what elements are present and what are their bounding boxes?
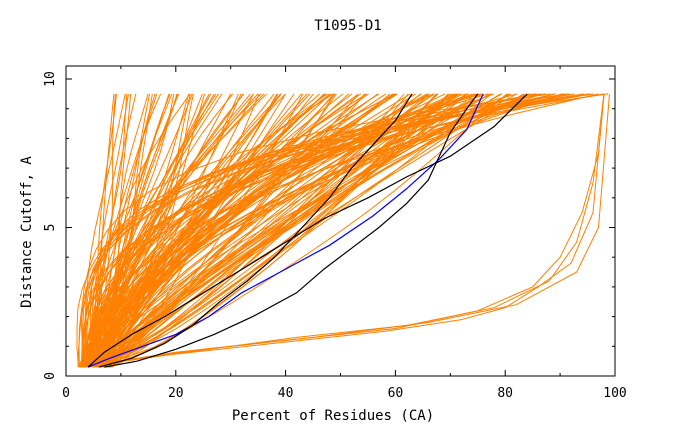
model-series-line: [84, 93, 458, 368]
highlight-black-line: [98, 93, 413, 368]
x-tick-label: 0: [62, 386, 70, 401]
model-series-line: [100, 93, 492, 368]
model-series-line: [77, 93, 575, 368]
x-tick-label: 100: [603, 386, 626, 401]
model-series-line: [88, 93, 501, 368]
plot-lines-group: [76, 93, 610, 368]
model-series-line: [101, 93, 359, 368]
model-series-line: [76, 93, 591, 368]
model-series-line: [80, 93, 281, 368]
model-series-line: [98, 93, 508, 368]
model-series-line: [83, 93, 571, 368]
y-axis-ticks: 0 5 10: [43, 71, 615, 380]
highlight-blue-line: [87, 93, 484, 368]
model-series-line: [95, 93, 542, 368]
model-series-line: [81, 93, 556, 368]
x-tick-label: 80: [497, 386, 513, 401]
highlight-lines-group: [87, 93, 528, 368]
model-series-line: [88, 93, 568, 368]
model-series-line: [111, 93, 391, 368]
model-series-line: [79, 93, 605, 368]
model-series-line: [108, 93, 286, 368]
x-axis-title: Percent of Residues (CA): [232, 408, 434, 424]
model-series-line: [90, 93, 524, 368]
x-tick-label: 20: [168, 386, 184, 401]
x-tick-label: 60: [388, 386, 404, 401]
model-series-line: [79, 93, 610, 368]
model-series-line: [91, 93, 530, 368]
model-series-line: [106, 93, 492, 368]
model-series-line: [99, 93, 335, 368]
model-series-line: [101, 93, 245, 368]
chart-title: T1095-D1: [314, 18, 381, 34]
highlight-black-line: [87, 93, 528, 368]
y-tick-label: 5: [43, 224, 58, 232]
model-series-line: [85, 93, 546, 368]
model-series-line: [92, 93, 532, 368]
y-axis-title: Distance Cutoff, A: [19, 156, 35, 308]
model-series-line: [79, 93, 223, 368]
model-series-line: [79, 93, 512, 368]
model-series-line: [81, 93, 286, 368]
model-series-line: [89, 93, 439, 368]
model-series-line: [81, 93, 584, 368]
x-axis-ticks: 0 20 40 60 80 100: [62, 66, 627, 401]
highlight-black-line: [104, 93, 479, 368]
model-series-line: [82, 93, 535, 368]
model-series-line: [89, 93, 462, 368]
model-series-line: [96, 93, 470, 368]
model-series-line: [105, 93, 563, 368]
y-tick-label: 10: [43, 71, 58, 87]
model-series-line: [95, 93, 555, 368]
y-tick-label: 0: [43, 372, 58, 380]
model-series-line: [81, 93, 551, 368]
model-series-line: [102, 93, 279, 368]
model-series-line: [109, 93, 153, 368]
model-series-line: [87, 93, 563, 368]
model-series-line: [91, 93, 599, 368]
x-tick-label: 40: [278, 386, 294, 401]
model-series-line: [82, 93, 397, 368]
model-series-line: [82, 93, 244, 368]
